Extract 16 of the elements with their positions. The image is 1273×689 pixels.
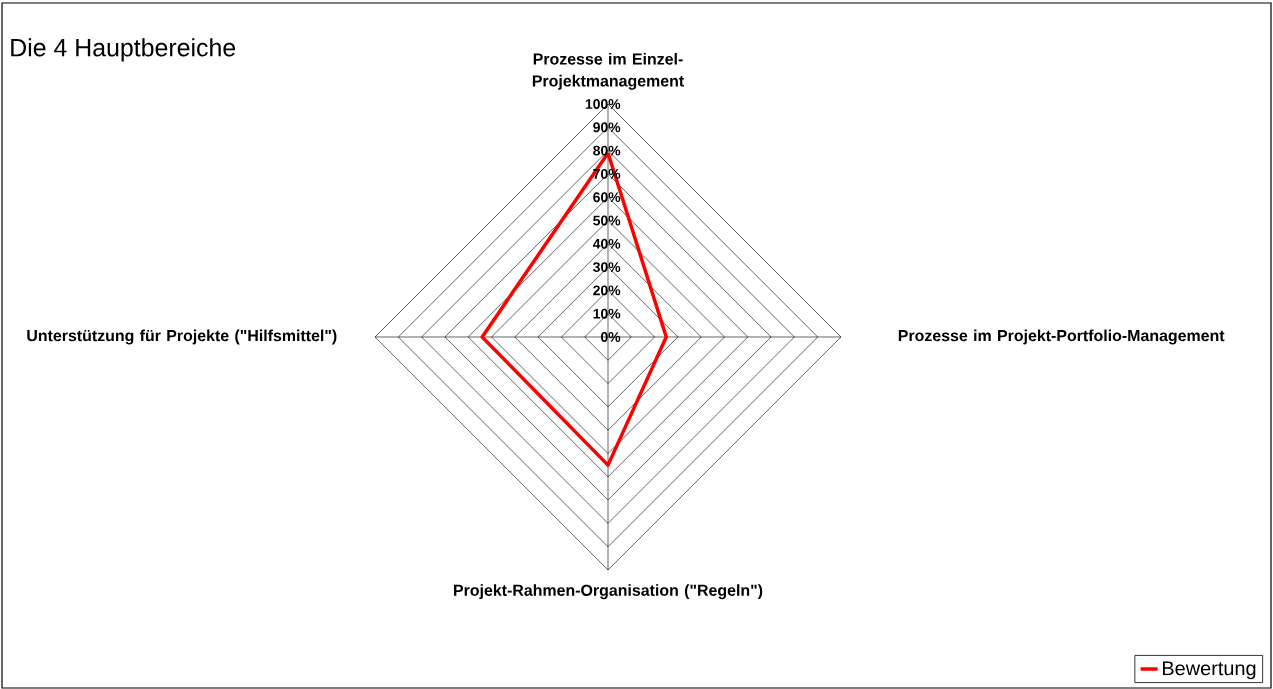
spoke-label: Unterstützung für Projekte ("Hilfsmittel")	[27, 329, 337, 345]
y-tick-label: 50%	[593, 215, 621, 226]
legend-label: Bewertung	[1163, 661, 1256, 680]
y-tick-label: 30%	[593, 262, 621, 273]
y-tick-label: 0%	[601, 332, 621, 342]
spoke-label: Prozesse im Projekt-Portfolio-Management	[898, 329, 1225, 345]
chart-title: Die 4 Hauptbereiche	[11, 38, 236, 62]
y-tick-label: 40%	[592, 238, 621, 249]
y-tick-label: 90%	[593, 122, 621, 133]
spoke-label: Prozesse im Einzel-Projektmanagement	[532, 52, 684, 90]
y-tick-label: 20%	[593, 285, 621, 296]
y-tick-label: 100%	[585, 99, 621, 109]
y-tick-label: 60%	[593, 192, 621, 203]
y-tick-label: 80%	[593, 145, 621, 156]
y-tick-label: 10%	[593, 308, 621, 319]
spoke-label: Projekt-Rahmen-Organisation ("Regeln")	[454, 584, 763, 600]
